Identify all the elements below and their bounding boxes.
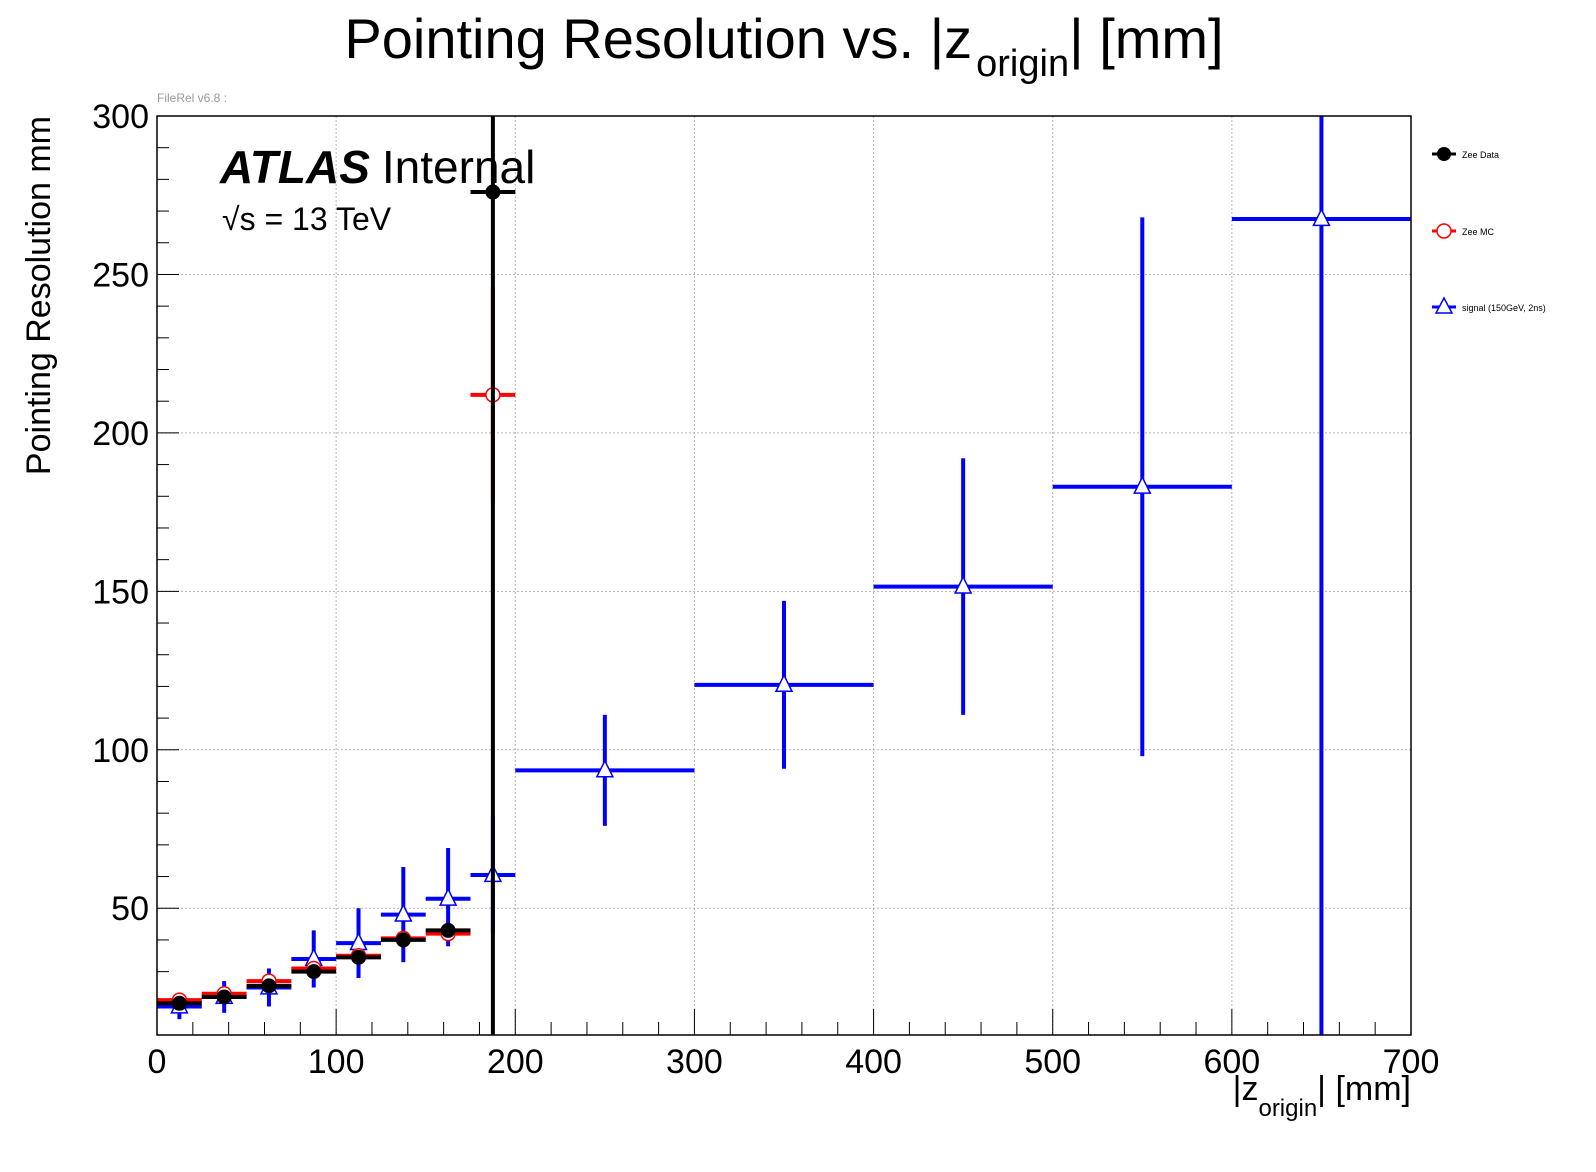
data-point: [351, 949, 367, 965]
x-tick-label: 600: [1203, 1043, 1260, 1081]
file-label: FileRel v6.8 :: [157, 91, 227, 105]
signal-point: [1133, 475, 1152, 494]
energy-sqrt: √s: [222, 201, 256, 237]
x-tick-label: 300: [666, 1043, 723, 1081]
energy-tail: = 13 TeV: [256, 201, 392, 237]
legend-item-mc: Zee MC: [1432, 223, 1495, 239]
data-point: [171, 995, 187, 1011]
y-tick-label: 300: [92, 98, 149, 136]
signal-point: [1312, 207, 1331, 227]
title-main: Pointing Resolution vs. |z: [344, 7, 972, 70]
grid: [157, 116, 1411, 1035]
legend-marker: [1437, 147, 1451, 161]
data-point: [306, 964, 322, 980]
x-axis-label: |zorigin| [mm]: [1233, 1070, 1411, 1122]
x-axis-label-pre: |z: [1233, 1070, 1259, 1108]
legend: Zee Data Zee MC signal (150GeV, 2ns): [1432, 147, 1546, 314]
signal-point: [953, 575, 973, 594]
data-point: [216, 989, 232, 1005]
atlas-bold: ATLAS: [219, 141, 370, 193]
legend-marker: [1436, 223, 1452, 239]
legend-label: signal (150GeV, 2ns): [1462, 303, 1546, 313]
plot-area: [157, 116, 1411, 1035]
data-point: [261, 978, 277, 994]
x-tick-label: 500: [1024, 1043, 1081, 1081]
data-point: [395, 932, 411, 948]
title-sub: origin: [976, 43, 1069, 85]
x-tick-label: 100: [308, 1043, 365, 1081]
legend-item-signal: signal (150GeV, 2ns): [1432, 296, 1546, 314]
signal-point: [438, 887, 458, 906]
chart-title: Pointing Resolution vs. |z origin| [mm]: [344, 7, 1223, 85]
y-tick-label: 50: [111, 890, 149, 928]
atlas-internal: Internal: [382, 141, 535, 193]
y-tick-label: 150: [92, 573, 149, 611]
signal-point: [394, 903, 413, 922]
y-tick-label: 200: [92, 415, 149, 453]
legend-marker: [1434, 296, 1454, 314]
legend-label: Zee MC: [1462, 227, 1495, 237]
series-layer: [157, 116, 1411, 1035]
plot-frame: [156, 115, 1412, 1036]
x-tick-label: 400: [845, 1043, 902, 1081]
x-tick-label: 700: [1383, 1043, 1440, 1081]
y-axis-label: Pointing Resolution mm: [20, 116, 58, 475]
data-point: [440, 922, 456, 938]
series-data: [157, 116, 516, 1035]
axes: 0 100 200 300 400 500 600 700 50 100 150 200 250 300: [92, 98, 1439, 1081]
x-tick-label: 200: [487, 1043, 544, 1081]
signal-point: [595, 759, 615, 778]
legend-item-data: Zee Data: [1432, 147, 1499, 161]
y-tick-label: 250: [92, 256, 149, 294]
signal-point: [774, 673, 794, 692]
y-tick-label: 100: [92, 732, 149, 770]
title-tail: | [mm]: [1069, 7, 1224, 70]
legend-label: Zee Data: [1462, 150, 1499, 160]
data-point: [485, 184, 501, 200]
x-axis-label-post: | [mm]: [1317, 1070, 1411, 1108]
atlas-label: ATLAS Internal: [219, 141, 535, 193]
x-tick-label: 0: [148, 1043, 167, 1081]
x-axis-label-sub: origin: [1258, 1095, 1317, 1122]
energy-label: √s = 13 TeV: [222, 201, 392, 237]
